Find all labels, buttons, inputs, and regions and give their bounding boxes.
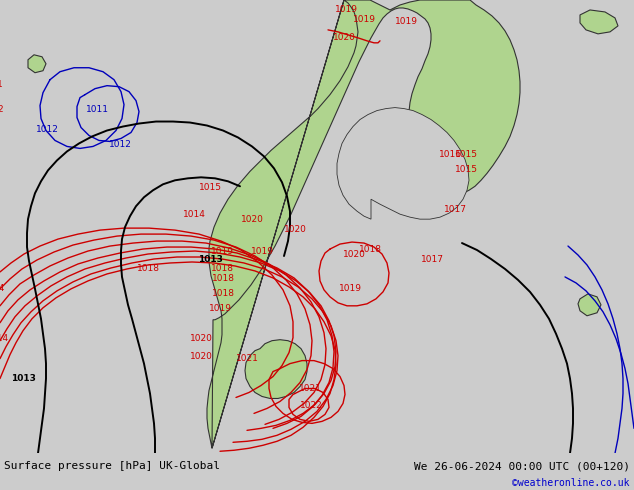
Text: ©weatheronline.co.uk: ©weatheronline.co.uk <box>512 478 630 488</box>
Text: 1019: 1019 <box>210 246 233 255</box>
Text: 14: 14 <box>0 284 6 294</box>
Text: 1018: 1018 <box>136 265 160 273</box>
Text: 1018: 1018 <box>358 245 382 253</box>
Polygon shape <box>207 0 520 448</box>
Text: 1018: 1018 <box>212 274 235 283</box>
Text: 1015: 1015 <box>198 183 221 192</box>
Text: 1015: 1015 <box>455 150 477 159</box>
Text: 1017: 1017 <box>444 205 467 214</box>
Text: 1020: 1020 <box>333 33 356 42</box>
Text: 1020: 1020 <box>240 215 264 223</box>
Text: 1022: 1022 <box>300 401 322 410</box>
Text: 1019: 1019 <box>335 5 358 15</box>
Text: 1012: 1012 <box>36 125 58 134</box>
Text: 1019: 1019 <box>394 18 418 26</box>
Polygon shape <box>245 340 307 398</box>
Text: 1020: 1020 <box>342 249 365 259</box>
Text: 1: 1 <box>0 80 3 89</box>
Polygon shape <box>337 108 469 219</box>
Text: 1019: 1019 <box>339 284 361 294</box>
Text: 1013: 1013 <box>11 374 36 383</box>
Text: 1016: 1016 <box>439 150 462 159</box>
Polygon shape <box>580 10 618 34</box>
Text: 1021: 1021 <box>299 384 321 393</box>
Text: 1019: 1019 <box>353 15 375 24</box>
Text: 1017: 1017 <box>420 254 444 264</box>
Text: 1020: 1020 <box>190 352 212 361</box>
Polygon shape <box>28 55 46 73</box>
Text: 1014: 1014 <box>183 210 205 219</box>
Text: 1011: 1011 <box>86 105 108 114</box>
Text: 1020: 1020 <box>283 224 306 234</box>
Text: We 26-06-2024 00:00 UTC (00+120): We 26-06-2024 00:00 UTC (00+120) <box>414 461 630 471</box>
Text: 1021: 1021 <box>236 354 259 363</box>
Text: Surface pressure [hPa] UK-Global: Surface pressure [hPa] UK-Global <box>4 461 220 471</box>
Text: 1013: 1013 <box>198 254 223 264</box>
Polygon shape <box>578 294 601 316</box>
Text: 1019: 1019 <box>209 304 231 313</box>
Text: 1020: 1020 <box>190 334 212 343</box>
Text: 1015: 1015 <box>455 165 477 174</box>
Text: 2: 2 <box>0 105 3 114</box>
Text: 1012: 1012 <box>108 140 131 149</box>
Text: 1018: 1018 <box>212 290 235 298</box>
Text: 014: 014 <box>0 334 9 343</box>
Text: 1019: 1019 <box>250 246 273 255</box>
Text: 1018: 1018 <box>210 265 233 273</box>
